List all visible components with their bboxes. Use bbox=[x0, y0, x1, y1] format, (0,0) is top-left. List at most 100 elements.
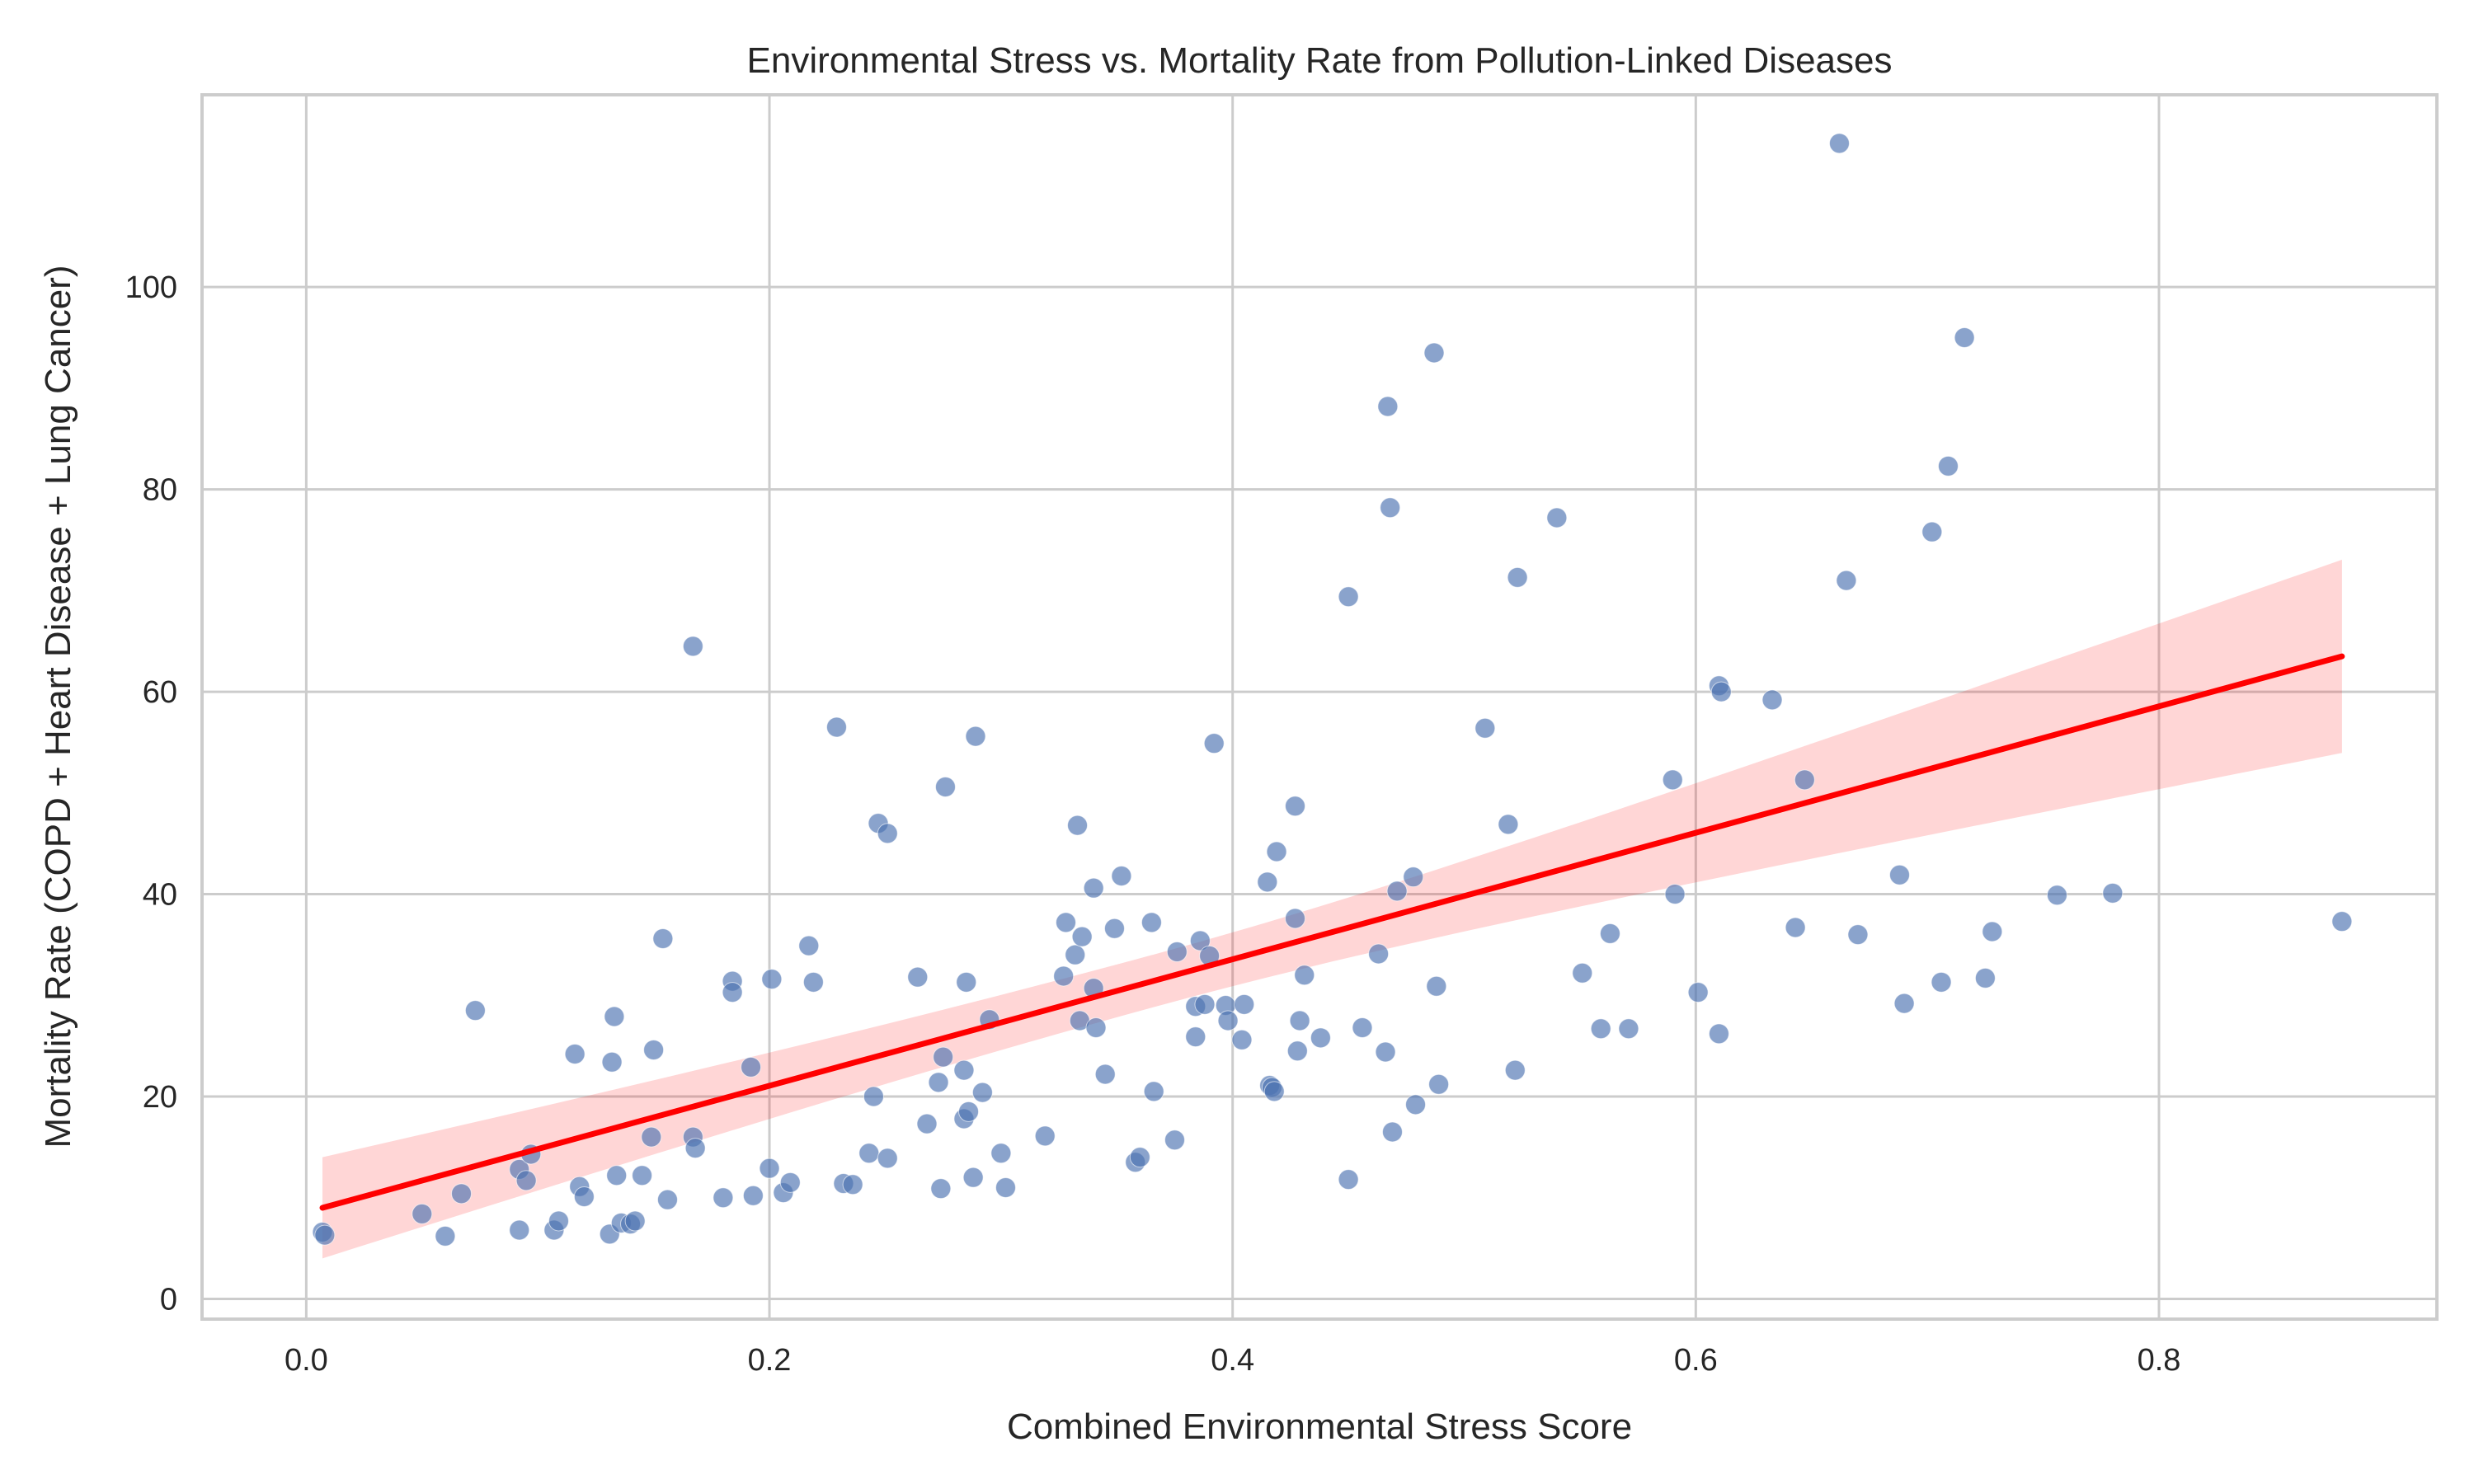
data-point bbox=[916, 1113, 938, 1134]
data-point bbox=[1067, 815, 1089, 836]
data-point bbox=[1893, 993, 1915, 1014]
data-point bbox=[564, 1043, 586, 1064]
data-point bbox=[1426, 975, 1447, 997]
data-point bbox=[1338, 586, 1359, 608]
data-point bbox=[1129, 1147, 1150, 1168]
data-point bbox=[962, 1167, 984, 1188]
data-point bbox=[1257, 871, 1278, 893]
y-axis-label: Mortality Rate (COPD + Heart Disease + L… bbox=[38, 265, 78, 1148]
data-point bbox=[759, 1158, 780, 1179]
data-point bbox=[1708, 1023, 1729, 1045]
data-point bbox=[606, 1165, 628, 1186]
data-point bbox=[624, 1210, 646, 1232]
data-point bbox=[1071, 926, 1093, 947]
data-point bbox=[877, 1148, 898, 1169]
data-point bbox=[1888, 864, 1910, 885]
data-point bbox=[1289, 1010, 1310, 1031]
data-point bbox=[1217, 1010, 1239, 1031]
regression-line bbox=[319, 653, 2345, 1211]
data-point bbox=[1083, 877, 1104, 899]
plot-border bbox=[200, 93, 2439, 1321]
data-point bbox=[573, 1186, 595, 1207]
data-point bbox=[1546, 507, 1568, 528]
data-point bbox=[1954, 327, 1975, 349]
y-tick-label: 60 bbox=[143, 675, 177, 710]
data-point bbox=[1338, 1169, 1359, 1190]
data-point bbox=[825, 716, 847, 738]
data-point bbox=[1662, 769, 1683, 791]
data-point bbox=[2102, 882, 2124, 904]
data-point bbox=[1405, 1094, 1427, 1115]
data-point bbox=[1294, 965, 1315, 986]
y-tick-label: 40 bbox=[143, 878, 177, 913]
data-point bbox=[742, 1185, 764, 1206]
data-point bbox=[1368, 943, 1390, 965]
data-point bbox=[604, 1006, 625, 1027]
data-point bbox=[548, 1210, 569, 1232]
data-point bbox=[1285, 908, 1306, 929]
x-tick-label: 0.8 bbox=[2138, 1343, 2181, 1378]
data-point bbox=[1234, 993, 1255, 1015]
data-point bbox=[682, 636, 703, 657]
data-point bbox=[1141, 912, 1162, 933]
x-tick-label: 0.6 bbox=[1674, 1343, 1718, 1378]
data-point bbox=[1094, 1064, 1116, 1085]
data-points bbox=[312, 133, 2353, 1247]
data-point bbox=[958, 1101, 980, 1122]
data-point bbox=[1065, 944, 1086, 965]
data-point bbox=[1687, 982, 1709, 1003]
data-point bbox=[741, 1056, 762, 1078]
data-point bbox=[1375, 1041, 1396, 1063]
data-point bbox=[1475, 717, 1496, 739]
data-point bbox=[858, 1143, 880, 1164]
data-point bbox=[953, 1059, 975, 1081]
data-point bbox=[798, 935, 820, 956]
data-point bbox=[1974, 967, 1996, 989]
data-point bbox=[1203, 733, 1225, 754]
data-point bbox=[1055, 912, 1076, 933]
data-point bbox=[930, 1178, 952, 1200]
data-point bbox=[1836, 570, 1857, 591]
x-tick-label: 0.0 bbox=[285, 1343, 328, 1378]
data-point bbox=[1034, 1125, 1056, 1147]
x-axis-label: Combined Environmental Stress Score bbox=[1007, 1407, 1632, 1447]
data-point bbox=[1504, 1059, 1526, 1081]
data-point bbox=[1785, 917, 1806, 938]
data-point bbox=[1310, 1027, 1331, 1049]
data-point bbox=[990, 1143, 1012, 1164]
data-point bbox=[1761, 689, 1783, 711]
data-point bbox=[2331, 911, 2353, 932]
data-point bbox=[515, 1170, 537, 1191]
data-point bbox=[601, 1051, 623, 1073]
data-point bbox=[956, 971, 977, 993]
data-point bbox=[1143, 1081, 1164, 1102]
data-point bbox=[802, 971, 824, 993]
data-point bbox=[1166, 942, 1188, 962]
data-point bbox=[435, 1225, 456, 1247]
data-point bbox=[314, 1224, 336, 1246]
data-point bbox=[1103, 918, 1125, 939]
data-point bbox=[1428, 1073, 1450, 1095]
data-point bbox=[1847, 924, 1869, 946]
data-point bbox=[1381, 1121, 1403, 1143]
data-point bbox=[1377, 396, 1399, 417]
data-point bbox=[1380, 497, 1401, 519]
y-tick-label: 80 bbox=[143, 473, 177, 508]
data-point bbox=[1828, 133, 1850, 154]
data-point bbox=[928, 1072, 949, 1093]
data-point bbox=[1498, 814, 1519, 835]
data-point bbox=[1285, 796, 1306, 817]
y-tick-label: 100 bbox=[125, 270, 177, 305]
data-point bbox=[1423, 342, 1445, 364]
data-point bbox=[1710, 681, 1732, 702]
confidence-band bbox=[322, 559, 2342, 1259]
data-point bbox=[1937, 455, 1959, 477]
data-point bbox=[713, 1187, 734, 1209]
data-point bbox=[1194, 993, 1216, 1015]
data-point bbox=[1931, 971, 1952, 993]
data-point bbox=[1618, 1018, 1639, 1040]
data-point bbox=[995, 1176, 1016, 1198]
data-point bbox=[1231, 1029, 1253, 1050]
plot-area bbox=[200, 93, 2439, 1321]
